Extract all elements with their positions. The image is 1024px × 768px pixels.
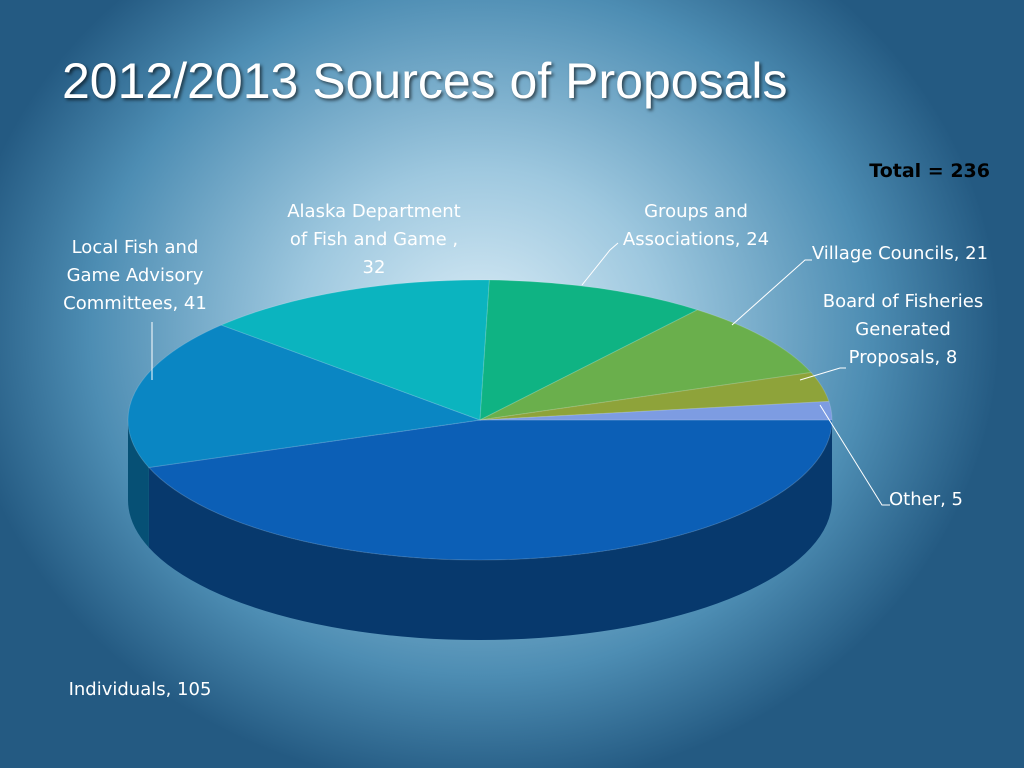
leader-line: [799, 367, 846, 381]
pie-slice: [127, 324, 481, 469]
pie-slice-side: [148, 420, 833, 641]
leader-line: [731, 259, 812, 326]
pie-tops: [127, 279, 833, 561]
data-label: Other, 5: [888, 489, 963, 510]
pie-slice: [479, 279, 699, 421]
pie-slice: [479, 400, 833, 421]
data-label: Board of Fisheries Generated Proposals, …: [822, 291, 984, 368]
data-label: Village Councils, 21: [811, 243, 989, 264]
data-label: Individuals, 105: [68, 679, 212, 700]
pie-slice: [147, 419, 833, 561]
leader-line: [819, 404, 890, 506]
pie-slice: [479, 309, 813, 421]
leader-line: [581, 242, 619, 286]
data-label: Local Fish and Game Advisory Committees,…: [63, 237, 207, 314]
total-annotation: Total = 236: [869, 160, 990, 182]
pie-slice: [220, 279, 490, 421]
pie-sides: [128, 420, 833, 641]
data-label: Alaska Department of Fish and Game , 32: [287, 201, 461, 278]
pie-slice-side: [128, 420, 149, 548]
pie-slice: [479, 371, 830, 421]
data-label: Groups and Associations, 24: [622, 201, 770, 250]
chart-title: 2012/2013 Sources of Proposals: [62, 53, 788, 109]
